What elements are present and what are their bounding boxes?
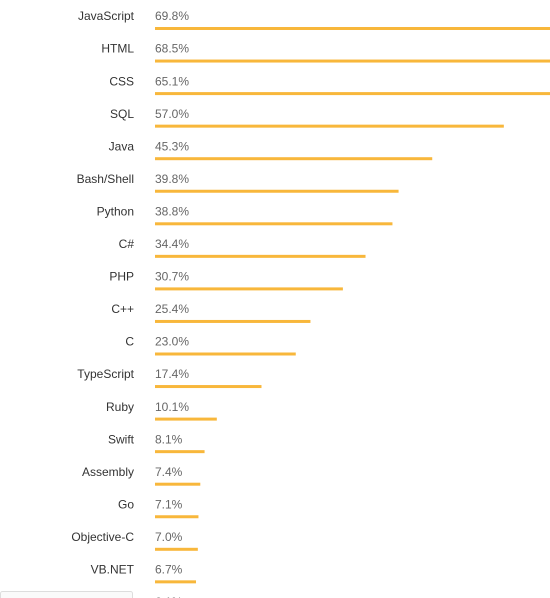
value-label: 23.0%	[155, 335, 189, 349]
bar	[155, 580, 197, 584]
value-label: 8.1%	[155, 432, 183, 446]
category-label: HTML	[101, 42, 134, 56]
category-label: Bash/Shell	[77, 172, 134, 186]
bar	[155, 157, 433, 161]
bar	[155, 482, 201, 486]
bar	[155, 287, 343, 291]
value-label: 6.1%	[155, 595, 183, 598]
category-label: Ruby	[106, 400, 134, 414]
bar	[155, 515, 199, 519]
category-label: TypeScript	[77, 367, 134, 381]
value-label: 65.1%	[155, 74, 189, 88]
value-label: 68.5%	[155, 42, 189, 56]
value-label: 7.0%	[155, 530, 183, 544]
category-label: VB.NET	[91, 563, 135, 577]
bar	[155, 59, 550, 63]
category-label: PHP	[109, 270, 134, 284]
bar	[155, 450, 205, 454]
bar	[155, 254, 366, 258]
value-label: 30.7%	[155, 270, 189, 284]
category-label: Go	[118, 497, 134, 511]
bar	[155, 27, 550, 30]
category-label: Swift	[108, 432, 135, 446]
category-label: Java	[109, 139, 135, 153]
category-label: C	[125, 335, 134, 349]
category-label: C#	[119, 237, 135, 251]
category-label: Python	[97, 204, 134, 218]
category-label: Assembly	[82, 465, 134, 479]
category-label: CSS	[109, 74, 134, 88]
value-label: 6.7%	[155, 563, 183, 577]
value-label: 10.1%	[155, 400, 189, 414]
bar	[155, 385, 262, 389]
value-label: 25.4%	[155, 302, 189, 316]
value-label: 17.4%	[155, 367, 189, 381]
bar	[155, 417, 217, 421]
category-label: SQL	[110, 107, 134, 121]
value-label: 7.4%	[155, 465, 183, 479]
category-label: C++	[111, 302, 134, 316]
bar	[155, 547, 198, 551]
overlay-box	[0, 591, 133, 598]
category-label: JavaScript	[78, 9, 135, 23]
category-label: Objective-C	[71, 530, 134, 544]
bar	[155, 319, 311, 323]
value-label: 39.8%	[155, 172, 189, 186]
bar	[155, 352, 296, 356]
value-label: 45.3%	[155, 139, 189, 153]
value-label: 34.4%	[155, 237, 189, 251]
value-label: 69.8%	[155, 9, 189, 23]
bar	[155, 222, 393, 226]
value-label: 57.0%	[155, 107, 189, 121]
value-label: 38.8%	[155, 204, 189, 218]
bar	[155, 124, 504, 128]
bar	[155, 92, 550, 96]
bar	[155, 189, 399, 193]
value-label: 7.1%	[155, 497, 183, 511]
